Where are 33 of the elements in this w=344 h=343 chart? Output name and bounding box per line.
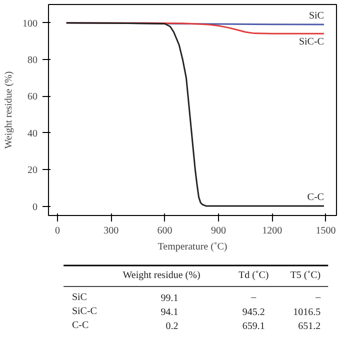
text: 99.1 xyxy=(160,293,178,304)
y-tick-label: 100 xyxy=(22,18,38,30)
text: – xyxy=(314,292,322,303)
x-tick-label: 0 xyxy=(54,226,60,236)
series-label: SiC xyxy=(308,10,324,22)
y-tick-label: 40 xyxy=(28,128,38,140)
series-label: SiC-C xyxy=(298,36,324,48)
x-tick-label: 1500 xyxy=(316,226,336,236)
line-series xyxy=(66,22,325,207)
x-tick-label: 1200 xyxy=(262,226,282,236)
y-tick-label: 80 xyxy=(28,55,38,66)
text: SiC-C xyxy=(72,306,98,317)
series-label: C-C xyxy=(307,192,324,203)
text: 659.1 xyxy=(242,321,265,332)
y-tick-label: 0 xyxy=(32,202,38,213)
x-tick-label: 300 xyxy=(104,226,119,236)
text: T5 (˚C) xyxy=(290,270,321,281)
x-axis-title: Temperature (˚C) xyxy=(158,242,228,252)
text: 651.2 xyxy=(298,321,321,332)
text: 0.2 xyxy=(166,321,178,332)
text: Td (˚C) xyxy=(238,270,269,281)
y-tick-label: 20 xyxy=(28,165,38,176)
text: 1016.5 xyxy=(293,307,321,318)
text: C-C xyxy=(72,320,89,331)
text: – xyxy=(250,292,258,303)
y-axis-title: Weight residue (%) xyxy=(4,71,14,149)
x-tick-label: 600 xyxy=(157,226,172,236)
text: 94.1 xyxy=(160,307,178,318)
y-tick-label: 60 xyxy=(28,92,38,103)
text: Weight residue (%) xyxy=(122,270,200,281)
text: 945.2 xyxy=(242,307,265,318)
x-tick-label: 900 xyxy=(210,226,226,236)
text: SiC xyxy=(72,292,88,303)
